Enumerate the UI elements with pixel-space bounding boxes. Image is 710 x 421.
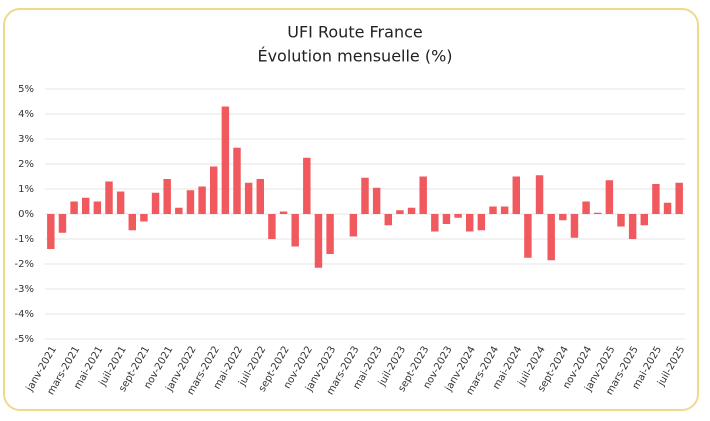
bar xyxy=(384,214,392,226)
bar xyxy=(82,197,90,214)
y-tick-label: 5% xyxy=(18,84,34,95)
y-tick-label: -4% xyxy=(15,309,34,320)
bar xyxy=(198,186,206,214)
bar xyxy=(291,214,299,247)
bar xyxy=(535,175,544,214)
bar xyxy=(663,202,672,214)
card xyxy=(3,8,699,411)
bar xyxy=(407,207,416,214)
bar xyxy=(47,214,55,249)
bar xyxy=(512,176,520,214)
bar xyxy=(559,214,567,221)
bar xyxy=(628,214,637,239)
bar xyxy=(361,177,369,214)
chart-subtitle: Évolution mensuelle (%) xyxy=(257,47,452,66)
bar xyxy=(70,201,78,214)
y-tick-label: -5% xyxy=(15,334,34,345)
bar xyxy=(151,192,160,214)
bar xyxy=(617,214,625,227)
bar xyxy=(500,206,509,214)
bar xyxy=(675,182,683,214)
bar xyxy=(605,180,614,214)
bar xyxy=(396,210,404,214)
bar xyxy=(372,187,381,214)
y-tick-label: 1% xyxy=(18,184,34,195)
bar xyxy=(233,147,241,214)
bar xyxy=(582,201,590,214)
bar xyxy=(175,207,183,214)
bar xyxy=(547,214,555,261)
bar xyxy=(570,214,579,238)
bar xyxy=(652,184,660,214)
bar xyxy=(105,181,113,214)
bar xyxy=(349,214,358,237)
chart-title: UFI Route France xyxy=(287,23,422,42)
bar xyxy=(93,201,102,214)
y-tick-label: -2% xyxy=(15,259,34,270)
bar xyxy=(210,166,218,214)
y-tick-label: -1% xyxy=(15,234,34,245)
y-tick-label: 0% xyxy=(18,209,34,220)
bar xyxy=(594,212,602,214)
bar xyxy=(186,190,195,214)
bar xyxy=(256,179,264,214)
bar xyxy=(140,214,148,222)
bar xyxy=(244,182,253,214)
y-tick-label: 4% xyxy=(18,109,34,120)
bar xyxy=(442,214,451,224)
bar xyxy=(640,214,648,226)
bar xyxy=(58,214,67,233)
bar xyxy=(419,176,427,214)
bar xyxy=(454,214,462,218)
y-tick-label: -3% xyxy=(15,284,34,295)
bar xyxy=(116,191,125,214)
bar xyxy=(524,214,532,258)
bar xyxy=(489,206,497,214)
bar xyxy=(163,179,171,214)
bar xyxy=(326,214,334,254)
bar xyxy=(466,214,474,232)
bar xyxy=(221,106,230,214)
y-tick-label: 2% xyxy=(18,159,34,170)
bar xyxy=(431,214,439,232)
bar xyxy=(128,214,136,231)
bar xyxy=(268,214,276,239)
bar xyxy=(314,214,323,268)
bar xyxy=(477,214,486,231)
bar xyxy=(279,211,288,214)
y-tick-label: 3% xyxy=(18,134,34,145)
bar xyxy=(303,157,311,214)
